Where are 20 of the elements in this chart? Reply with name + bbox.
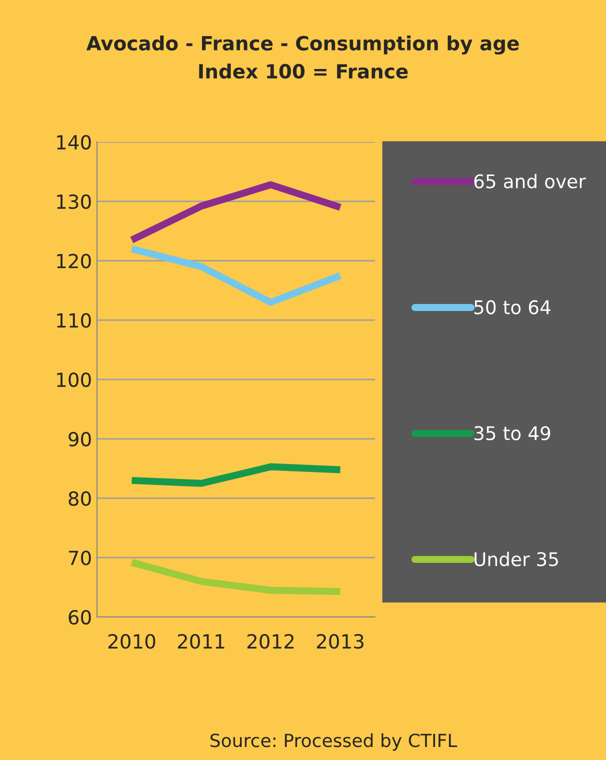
x-tick-label: 2010 [108, 634, 156, 649]
legend-label: Under 35 [474, 552, 558, 566]
y-tick-label: 80 [68, 491, 91, 506]
legend-label: 50 to 64 [474, 300, 550, 314]
legend-label: 65 and over [474, 174, 586, 188]
x-tick-label: 2011 [178, 634, 224, 649]
x-tick-label: 2012 [247, 634, 294, 649]
y-tick-label: 100 [57, 372, 91, 388]
chart-title: Avocado - France - Consumption by age [86, 36, 519, 54]
y-tick-label: 60 [68, 610, 91, 625]
chart-subtitle: Index 100 = France [199, 64, 408, 79]
y-tick-label: 90 [68, 432, 91, 447]
y-tick-label: 130 [57, 194, 91, 210]
legend-label: 35 to 49 [474, 426, 550, 440]
y-tick-label: 120 [57, 254, 91, 268]
y-tick-label: 70 [68, 550, 91, 566]
y-tick-label: 140 [57, 134, 91, 150]
x-tick-label: 2013 [316, 634, 364, 649]
source-note: Source: Processed by CTIFL [210, 733, 458, 751]
y-tick-label: 110 [57, 313, 91, 328]
